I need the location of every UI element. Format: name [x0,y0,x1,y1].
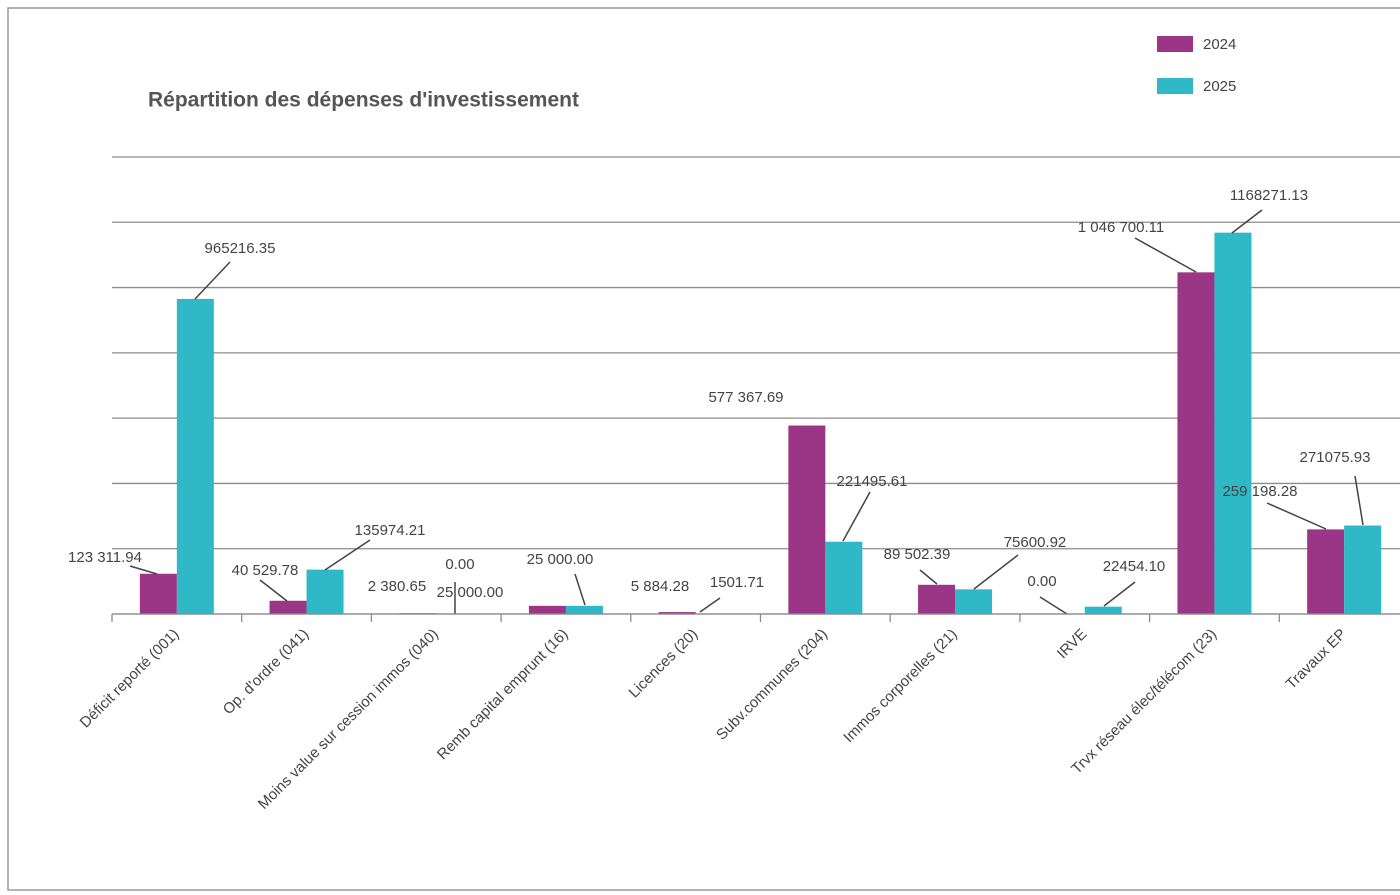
legend-swatch [1157,78,1193,94]
x-tick-label: IRVE [1054,626,1091,663]
bar [139,573,177,614]
leader-line [919,569,938,585]
data-label: 965216.35 [205,240,276,257]
data-label: 0.00 [445,556,474,573]
leader-line [1039,596,1068,615]
data-label: 259 198.28 [1222,483,1297,500]
leader-line [129,565,158,575]
bar [918,584,956,614]
bar [1177,272,1215,614]
bar [788,425,826,614]
bar [528,605,566,614]
leader-line [699,597,721,613]
data-label: 25 000.00 [527,551,594,568]
data-label: 1168271.13 [1230,187,1308,204]
data-label: 135974.21 [355,522,426,539]
chart-title: Répartition des dépenses d'investissemen… [148,89,579,112]
leader-line [1231,209,1263,234]
bar [1214,232,1252,614]
data-label: 221495.61 [837,473,908,490]
data-label: 0.00 [1027,573,1056,590]
x-tick-label: Subv.communes (204) [713,626,831,744]
leader-line [574,573,586,606]
leader-line [1103,581,1136,607]
data-label: 2 380.65 [368,578,426,595]
legend-swatch [1157,36,1193,52]
data-label: 5 884.28 [631,578,689,595]
x-tick-label: Immos corporelles (21) [840,626,960,746]
legend-label: 2025 [1203,78,1236,95]
data-label: 123 311.94 [68,549,142,566]
data-label: 22454.10 [1103,558,1166,575]
x-tick-label: Trvx réseau élec/télécom (23) [1068,626,1220,778]
leader-line [194,261,231,300]
leader-line [1266,502,1327,530]
leader-line [324,539,371,571]
data-label: 1501.71 [710,574,764,591]
data-label: 25 000.00 [437,584,504,601]
data-label: 75600.92 [1004,534,1067,551]
leader-line [1134,237,1197,273]
leader-line [259,579,288,602]
bar [1344,525,1382,614]
bar [658,612,696,614]
bar [1084,606,1122,614]
leader-line [973,554,1019,590]
legend-label: 2024 [1203,36,1236,53]
x-tick-label: Déficit reporté (001) [77,626,183,732]
bar [1307,529,1345,614]
x-tick-label: Licences (20) [626,626,702,702]
x-tick-label: Travaux EP [1283,626,1350,693]
leader-line [842,491,871,542]
x-tick-label: Remb capital emprunt (16) [434,626,572,764]
bar [269,600,307,614]
x-tick-label: Op. d'ordre (041) [220,626,312,718]
data-label: 577 367.69 [708,389,783,406]
data-label: 40 529.78 [232,562,299,579]
bar [565,605,603,614]
bar [306,569,344,614]
leader-line [1354,475,1364,526]
frame [7,7,1400,891]
data-label: 271075.93 [1300,449,1371,466]
bar [825,541,863,614]
data-label: 89 502.39 [884,546,951,563]
data-label: 1 046 700.11 [1078,219,1164,236]
bar [176,298,214,614]
bar [955,589,993,614]
